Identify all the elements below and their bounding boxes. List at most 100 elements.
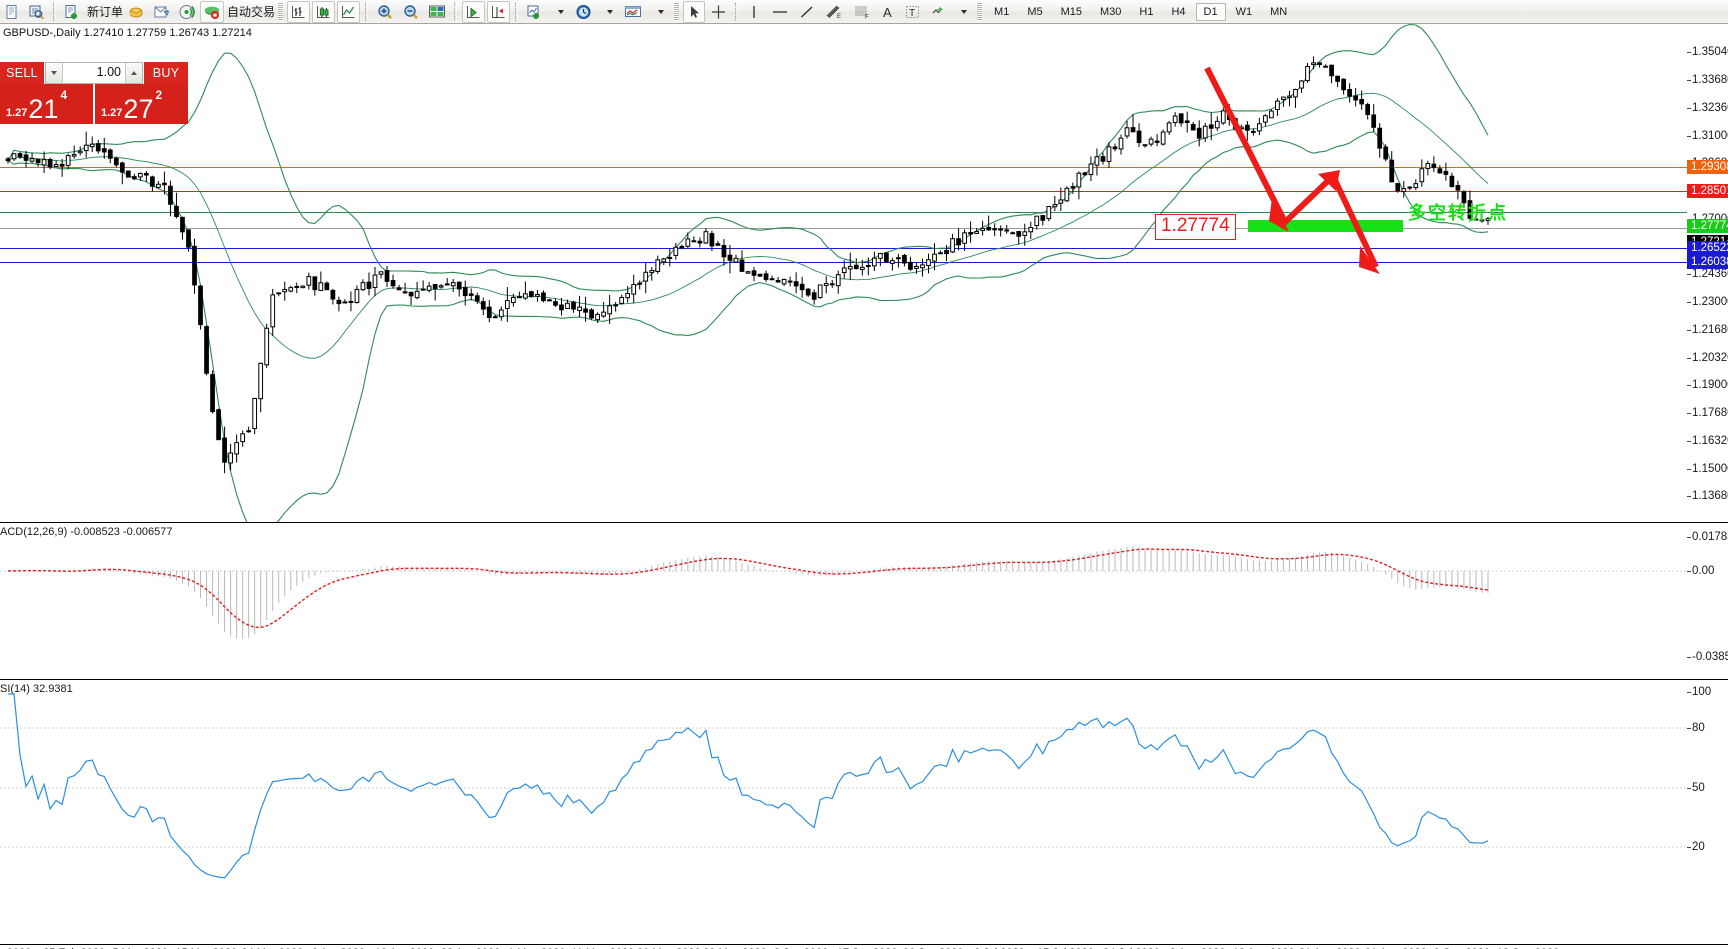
zoom-in-icon[interactable] xyxy=(373,1,397,23)
price-tick-label: 1.15000 xyxy=(1692,462,1728,475)
turning-point-annotation[interactable]: 多空转折点 xyxy=(1408,203,1508,223)
trade-controls-row[interactable]: SELL 1.00 BUY xyxy=(0,62,188,84)
price-tag[interactable]: 1.27774 xyxy=(1687,219,1728,233)
buy-button[interactable]: BUY xyxy=(144,62,188,84)
chart-area[interactable]: 1.350401.336801.323601.310001.296801.283… xyxy=(0,24,1728,949)
macd-tick-label: 0.017833 xyxy=(1692,531,1728,543)
main-toolbar: 新订单 自动交易 xyxy=(0,0,1728,24)
date-tick-label: 21 Aug 2020 xyxy=(1299,947,1361,949)
new-order-label[interactable]: 新订单 xyxy=(87,5,124,19)
date-axis[interactable]: Feb 2020 25 Feb 2020 5 Mar 2020 15 Mar 2020… xyxy=(0,945,1728,949)
sell-quote[interactable]: 1.27 21 4 xyxy=(0,84,93,124)
vertical-line-icon[interactable] xyxy=(743,1,765,23)
horizontal-line-icon[interactable] xyxy=(767,1,793,23)
zoom-out-icon[interactable] xyxy=(399,1,423,23)
price-tick-mark xyxy=(1687,357,1691,359)
macd-panel[interactable]: ACD(12,26,9) -0.008523 -0.006577 0.01783… xyxy=(0,523,1728,679)
cursor-icon[interactable] xyxy=(683,0,706,23)
line-chart-icon[interactable] xyxy=(337,0,361,23)
autotrading-label[interactable]: 自动交易 xyxy=(227,5,276,19)
toolbar-grip[interactable] xyxy=(278,2,284,21)
indicators-icon[interactable] xyxy=(523,1,546,23)
current-price-line[interactable] xyxy=(0,228,1687,229)
chart-window-icon[interactable] xyxy=(425,1,449,23)
price-annotation-box[interactable]: 1.27774 xyxy=(1155,214,1236,240)
toolbar-grip-3[interactable] xyxy=(977,2,983,21)
price-tick-label: 1.24360 xyxy=(1692,268,1728,280)
signals-icon[interactable] xyxy=(175,1,198,23)
date-tick-label: 15 Mar 2020 xyxy=(175,947,237,949)
bar-chart-icon[interactable] xyxy=(287,0,311,23)
autotrading-icon[interactable] xyxy=(200,0,225,23)
chevron-down-icon[interactable] xyxy=(548,1,570,23)
price-tag[interactable]: 1.26522 xyxy=(1687,241,1728,255)
buy-quote-big: 27 xyxy=(123,94,154,124)
macd-tick-mark xyxy=(1687,657,1691,658)
toolbar-separator-3 xyxy=(454,2,458,21)
timeframe-m30[interactable]: M30 xyxy=(1100,5,1122,18)
chevron-down-icon-2[interactable] xyxy=(597,1,619,23)
support-line-blue-1[interactable] xyxy=(0,248,1687,249)
document-icon[interactable] xyxy=(1,1,23,23)
text-icon[interactable]: A xyxy=(877,1,899,23)
chevron-down-icon-4[interactable] xyxy=(951,1,973,23)
rsi-series xyxy=(0,693,1687,879)
date-tick-label: 24 Jul 2020 xyxy=(1103,947,1160,949)
timeframe-h1[interactable]: H1 xyxy=(1139,5,1154,18)
price-panel[interactable]: 1.350401.336801.323601.310001.296801.283… xyxy=(0,24,1728,522)
buy-quote[interactable]: 1.27 27 2 xyxy=(95,84,188,124)
quote-row[interactable]: 1.27 21 4 1.27 27 2 xyxy=(0,84,188,124)
objects-icon[interactable] xyxy=(926,1,949,23)
volume-value[interactable]: 1.00 xyxy=(96,65,121,79)
date-tick-label: 6 Jul 2020 xyxy=(974,947,1025,949)
macd-tick-label: -0.038559 xyxy=(1692,651,1728,663)
timeframe-bar: M1 M5 M15 M30 H1 H4 D1 W1 MN xyxy=(985,2,1296,21)
scroll-shift-icon[interactable] xyxy=(462,0,486,23)
rsi-tick-mark xyxy=(1687,728,1691,729)
support-line-blue-2[interactable] xyxy=(0,262,1687,263)
volume-decrement-button[interactable] xyxy=(46,63,63,83)
timeframe-m1[interactable]: M1 xyxy=(994,5,1010,18)
price-tag[interactable]: 1.29308 xyxy=(1687,160,1728,174)
sell-button[interactable]: SELL xyxy=(0,62,44,84)
fibonacci-icon[interactable]: F xyxy=(849,1,875,23)
toolbar-grip-2[interactable] xyxy=(674,2,680,21)
rsi-tick-label: 20 xyxy=(1692,841,1705,853)
timeframe-w1[interactable]: W1 xyxy=(1235,5,1253,18)
templates-icon[interactable] xyxy=(621,1,646,23)
chevron-down-icon-3[interactable] xyxy=(648,1,670,23)
resistance-line-red[interactable] xyxy=(0,191,1687,192)
rsi-tick-label: 100 xyxy=(1692,686,1712,698)
period-clock-icon[interactable] xyxy=(572,1,595,23)
one-click-trading-panel[interactable]: SELL 1.00 BUY 1.27 21 4 1.27 xyxy=(0,62,188,124)
timeframe-m5[interactable]: M5 xyxy=(1027,5,1043,18)
mail-icon[interactable] xyxy=(150,1,173,23)
candlestick-chart-icon[interactable] xyxy=(312,0,336,23)
magnifier-data-icon[interactable] xyxy=(25,1,48,23)
equidistant-channel-icon[interactable]: E xyxy=(821,1,847,23)
support-line-green[interactable] xyxy=(0,212,1687,213)
new-order-icon[interactable] xyxy=(61,1,84,23)
history-icon[interactable] xyxy=(124,1,148,23)
price-tick-mark xyxy=(1687,274,1691,275)
trendline-icon[interactable] xyxy=(795,1,819,23)
support-zone-highlight[interactable] xyxy=(1248,220,1403,232)
text-label-icon[interactable]: T xyxy=(901,1,924,23)
volume-field[interactable]: 1.00 xyxy=(45,62,143,84)
resistance-line-orange[interactable] xyxy=(0,167,1687,168)
price-tick-label: 1.32360 xyxy=(1692,101,1728,114)
volume-increment-button[interactable] xyxy=(125,63,142,83)
timeframe-d1[interactable]: D1 xyxy=(1195,2,1226,21)
date-tick-label: 24 Mar 2020 xyxy=(241,947,303,949)
timeframe-h4[interactable]: H4 xyxy=(1171,5,1186,18)
timeframe-mn[interactable]: MN xyxy=(1270,5,1288,18)
crosshair-icon[interactable] xyxy=(707,1,730,23)
timeframe-m15[interactable]: M15 xyxy=(1060,5,1082,18)
auto-scroll-icon[interactable] xyxy=(487,0,511,23)
price-tick-label: 1.16320 xyxy=(1692,435,1728,448)
rsi-panel[interactable]: SI(14) 32.9381 100 80 50 20 xyxy=(0,680,1728,944)
toolbar-separator-4 xyxy=(515,2,519,21)
price-tag[interactable]: 1.26038 xyxy=(1687,255,1728,269)
date-tick-label: 12 Aug 2020 xyxy=(1233,947,1295,949)
